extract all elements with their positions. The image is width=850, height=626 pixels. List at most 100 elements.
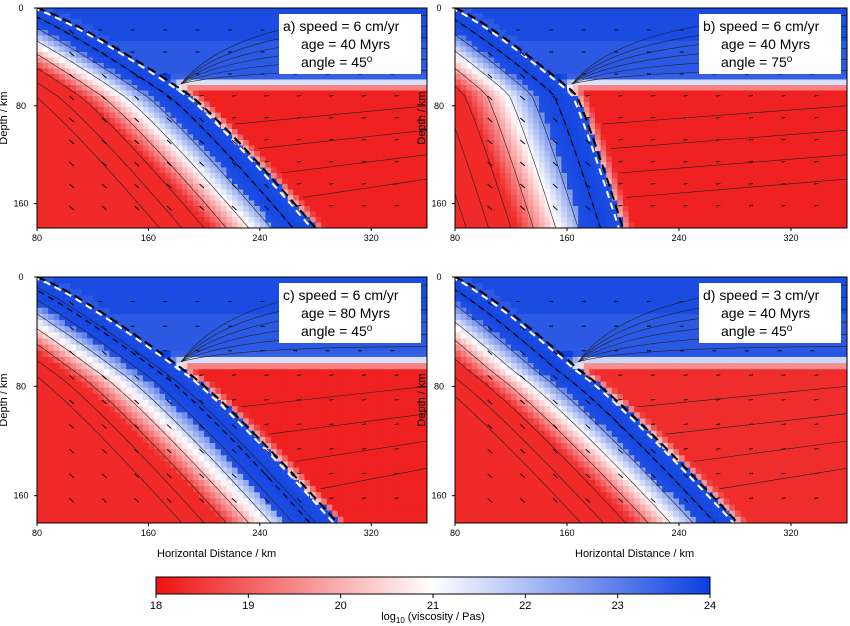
viscosity-cell	[209, 35, 216, 42]
viscosity-cell	[388, 206, 395, 213]
viscosity-cell	[271, 167, 278, 174]
viscosity-cell	[388, 129, 395, 136]
viscosity-cell	[265, 195, 272, 202]
viscosity-cell	[226, 167, 233, 174]
viscosity-cell	[154, 63, 161, 70]
viscosity-cell	[712, 90, 719, 97]
viscosity-cell	[376, 222, 384, 228]
viscosity-cell	[115, 211, 122, 218]
viscosity-cell	[59, 112, 66, 119]
viscosity-cell	[399, 195, 406, 202]
viscosity-cell	[572, 123, 579, 130]
viscosity-cell	[204, 140, 211, 147]
viscosity-cell	[198, 68, 205, 75]
viscosity-cell	[505, 101, 512, 108]
viscosity-cell	[159, 19, 166, 26]
viscosity-cell	[37, 85, 44, 92]
viscosity-cell	[376, 167, 384, 174]
viscosity-cell	[589, 162, 596, 169]
viscosity-cell	[187, 57, 194, 64]
viscosity-cell	[460, 112, 467, 119]
viscosity-cell	[544, 79, 551, 86]
viscosity-cell	[232, 200, 239, 207]
viscosity-cell	[193, 8, 200, 15]
viscosity-cell	[254, 90, 261, 97]
viscosity-cell	[483, 151, 490, 158]
viscosity-cell	[662, 145, 669, 152]
viscosity-cell	[388, 145, 395, 152]
viscosity-cell	[690, 90, 697, 97]
viscosity-cell	[237, 19, 244, 26]
viscosity-cell	[248, 211, 255, 218]
viscosity-cell	[751, 162, 758, 169]
viscosity-cell	[572, 129, 579, 136]
viscosity-cell	[611, 134, 618, 141]
viscosity-cell	[226, 96, 233, 103]
viscosity-cell	[159, 140, 166, 147]
viscosity-cell	[371, 151, 378, 158]
viscosity-cell	[673, 134, 680, 141]
viscosity-cell	[64, 184, 72, 191]
viscosity-cell	[181, 200, 189, 207]
viscosity-cell	[460, 162, 467, 169]
velocity-arrow	[394, 160, 399, 163]
viscosity-cell	[499, 134, 506, 141]
viscosity-cell	[64, 178, 72, 185]
viscosity-cell	[399, 129, 406, 136]
viscosity-cell	[271, 162, 278, 169]
viscosity-cell	[287, 151, 294, 158]
viscosity-cell	[561, 41, 568, 48]
viscosity-cell	[103, 52, 111, 59]
viscosity-cell	[232, 96, 239, 103]
viscosity-cell	[415, 140, 423, 147]
viscosity-cell	[550, 112, 557, 119]
viscosity-cell	[170, 96, 177, 103]
viscosity-cell	[142, 123, 150, 130]
viscosity-cell	[298, 90, 306, 97]
viscosity-cell	[137, 217, 144, 224]
viscosity-cell	[768, 79, 775, 86]
viscosity-cell	[92, 96, 99, 103]
viscosity-cell	[774, 107, 781, 114]
viscosity-cell	[404, 85, 411, 92]
viscosity-cell	[572, 41, 579, 48]
viscosity-cell	[287, 211, 294, 218]
viscosity-cell	[181, 173, 189, 180]
viscosity-cell	[628, 85, 635, 92]
viscosity-cell	[371, 118, 378, 125]
viscosity-cell	[181, 101, 189, 108]
viscosity-cell	[98, 57, 105, 64]
viscosity-cell	[651, 134, 658, 141]
viscosity-cell	[232, 195, 239, 202]
viscosity-cell	[53, 173, 60, 180]
viscosity-cell	[589, 129, 596, 136]
viscosity-cell	[103, 211, 111, 218]
viscosity-cell	[684, 101, 691, 108]
viscosity-cell	[209, 145, 216, 152]
viscosity-cell	[539, 107, 546, 114]
viscosity-cell	[48, 85, 55, 92]
viscosity-cell	[673, 90, 680, 97]
viscosity-cell	[639, 123, 646, 130]
viscosity-cell	[259, 30, 267, 37]
viscosity-cell	[477, 41, 484, 48]
viscosity-cell	[471, 90, 478, 97]
viscosity-cell	[623, 123, 630, 130]
viscosity-cell	[287, 90, 294, 97]
viscosity-cell	[298, 123, 306, 130]
viscosity-cell	[645, 19, 652, 26]
viscosity-cell	[87, 222, 94, 228]
viscosity-cell	[651, 151, 658, 158]
viscosity-cell	[120, 162, 127, 169]
viscosity-cell	[137, 19, 144, 26]
viscosity-cell	[796, 112, 803, 119]
viscosity-cell	[807, 8, 814, 15]
viscosity-cell	[349, 173, 356, 180]
viscosity-cell	[48, 156, 55, 163]
viscosity-cell	[667, 74, 674, 81]
viscosity-cell	[48, 129, 55, 136]
viscosity-cell	[59, 206, 66, 213]
viscosity-cell	[695, 151, 702, 158]
viscosity-cell	[415, 134, 423, 141]
viscosity-cell	[516, 156, 523, 163]
